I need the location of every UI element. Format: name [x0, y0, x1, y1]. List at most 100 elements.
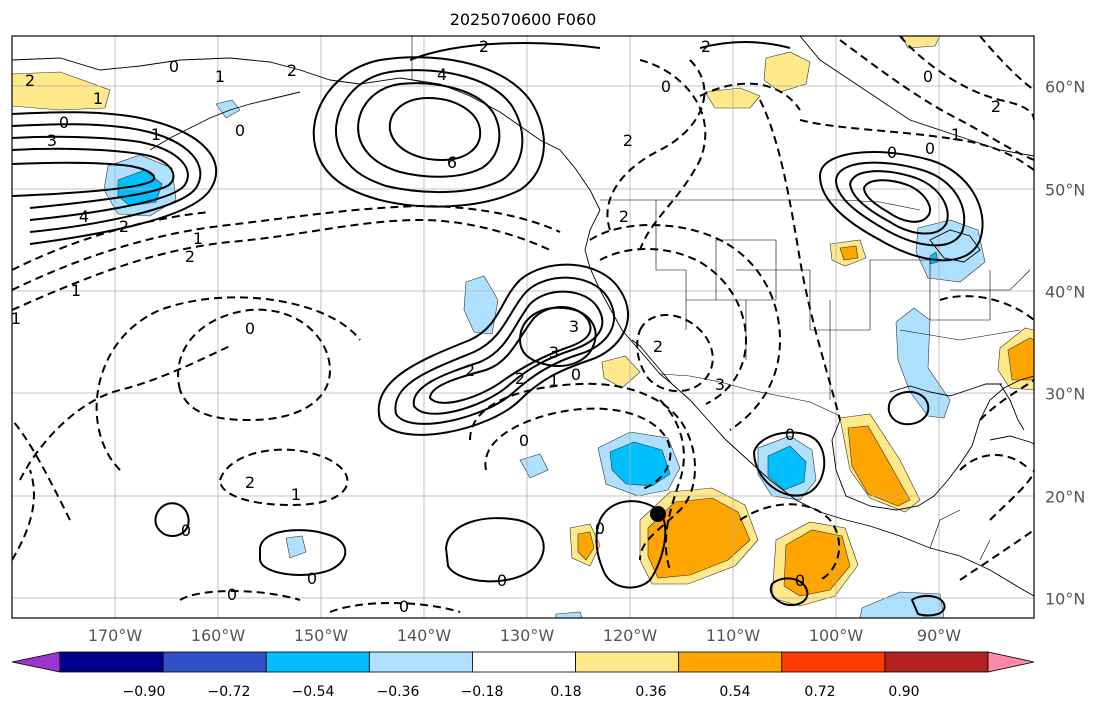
shade-positive-region: [601, 355, 641, 389]
contour-label: 3: [549, 343, 559, 362]
contour-label: 2: [119, 217, 129, 236]
lon-label: 110°W: [705, 626, 761, 645]
colorbar-segment: [162, 651, 267, 673]
border-states-1: [655, 200, 871, 400]
coastline-greatlakes: [929, 229, 981, 263]
contour-label: 1: [215, 67, 225, 86]
contour-label: 3: [47, 131, 57, 150]
lat-label: 10°N: [1045, 589, 1086, 609]
colorbar-label: 0.54: [719, 684, 751, 700]
contour-label: 2: [465, 361, 475, 380]
colorbar-segment: [678, 651, 783, 673]
storm-marker: [650, 506, 666, 522]
colorbar-label: −0.18: [460, 684, 504, 700]
shade-positive-region: [763, 51, 811, 93]
political-borders: [411, 36, 1031, 561]
lat-label: 20°N: [1045, 487, 1086, 507]
shade-negative-region: [767, 445, 807, 491]
contour-label: 2: [479, 37, 489, 56]
contour-label: 2: [245, 473, 255, 492]
colorbar-label: −0.72: [207, 684, 251, 700]
coastline-hudson: [799, 36, 1034, 157]
coastline-alaska: [12, 57, 601, 211]
contour-label: 0: [519, 431, 529, 450]
contour-label: 2: [653, 337, 663, 356]
shade-positive-region: [1007, 337, 1034, 381]
colorbar-label: 0.36: [635, 684, 667, 700]
contour-label: 0: [245, 319, 255, 338]
shade-positive-region: [12, 71, 111, 111]
contour-label: 1: [71, 281, 81, 300]
colorbar-label: 0.90: [888, 684, 920, 700]
lon-label: 100°W: [808, 626, 864, 645]
colorbar-label: −0.54: [291, 684, 335, 700]
lon-label: 90°W: [916, 626, 962, 645]
contour-label: 1: [951, 125, 961, 144]
colorbar-label: 0.18: [550, 684, 582, 700]
contours-solid: [12, 41, 984, 617]
colorbar-segment: [781, 651, 886, 673]
contour-labels: 2 2 4 6 0 1 0 2 2 1 0 0 1 4 2 1 2 1 0 2 …: [11, 37, 1001, 616]
contour-label: 2: [623, 131, 633, 150]
colorbar-segment: [59, 651, 164, 673]
shade-negative-region: [463, 275, 499, 335]
border-us-mexico: [659, 373, 841, 417]
contour-label: 0: [595, 519, 605, 538]
lon-label: 170°W: [87, 626, 143, 645]
contour-label: 3: [569, 317, 579, 336]
coastline-mexico: [671, 383, 1034, 597]
shade-positive-region: [704, 87, 761, 109]
border-states-2: [870, 259, 1031, 341]
colorbar-segment: [368, 651, 473, 673]
contour-label: 2: [701, 37, 711, 56]
lon-label: 130°W: [499, 626, 555, 645]
colorbar-segment: [265, 651, 370, 673]
contour-label: 2: [185, 247, 195, 266]
border-alaska: [411, 36, 441, 87]
contour-label: 0: [181, 521, 191, 540]
colorbar-label: −0.36: [376, 684, 420, 700]
shade-negative-region: [609, 441, 671, 487]
border-canada-us: [600, 199, 921, 211]
contour-label: 2: [619, 207, 629, 226]
contour-label: 1: [93, 89, 103, 108]
lon-label: 120°W: [602, 626, 658, 645]
coastline-gulfcoast: [889, 383, 1002, 397]
contour-label: 6: [447, 153, 457, 172]
contour-label: 4: [437, 65, 447, 84]
contour-label: 2: [515, 369, 525, 388]
shade-positive-region: [839, 245, 859, 261]
contour-label: 0: [571, 365, 581, 384]
contour-label: 2: [25, 71, 35, 90]
shade-positive-region: [847, 425, 911, 507]
colorbar-extend-high: [987, 651, 1035, 673]
contour-label: 4: [79, 207, 89, 226]
contour-label: 0: [235, 121, 245, 140]
lat-label: 50°N: [1045, 180, 1086, 200]
lon-label: 140°W: [396, 626, 452, 645]
contours-dashed: [12, 36, 1034, 613]
contour-label: 0: [497, 571, 507, 590]
shade-positive-region: [647, 497, 751, 579]
contour-label: 0: [307, 569, 317, 588]
coastline-aleutians: [149, 91, 301, 151]
contour-label: 0: [661, 77, 671, 96]
lon-label: 160°W: [190, 626, 246, 645]
lat-label: 30°N: [1045, 384, 1086, 404]
colorbar-label: −0.90: [122, 684, 166, 700]
coastline-caribbean: [989, 435, 1034, 445]
contour-label: 2: [991, 97, 1001, 116]
colorbar-segment: [575, 651, 680, 673]
contour-label: 1: [193, 229, 203, 248]
shade-positive-region: [577, 531, 595, 561]
contour-label: 0: [785, 425, 795, 444]
contour-label: 3: [715, 375, 725, 394]
lon-label: 150°W: [293, 626, 349, 645]
contour-label: 2: [287, 61, 297, 80]
shade-negative-region: [859, 591, 945, 618]
shade-positive-region: [783, 529, 851, 597]
colorbar-segment: [472, 651, 576, 673]
colorbar-extend-low: [11, 651, 61, 673]
lat-label: 60°N: [1045, 77, 1086, 97]
